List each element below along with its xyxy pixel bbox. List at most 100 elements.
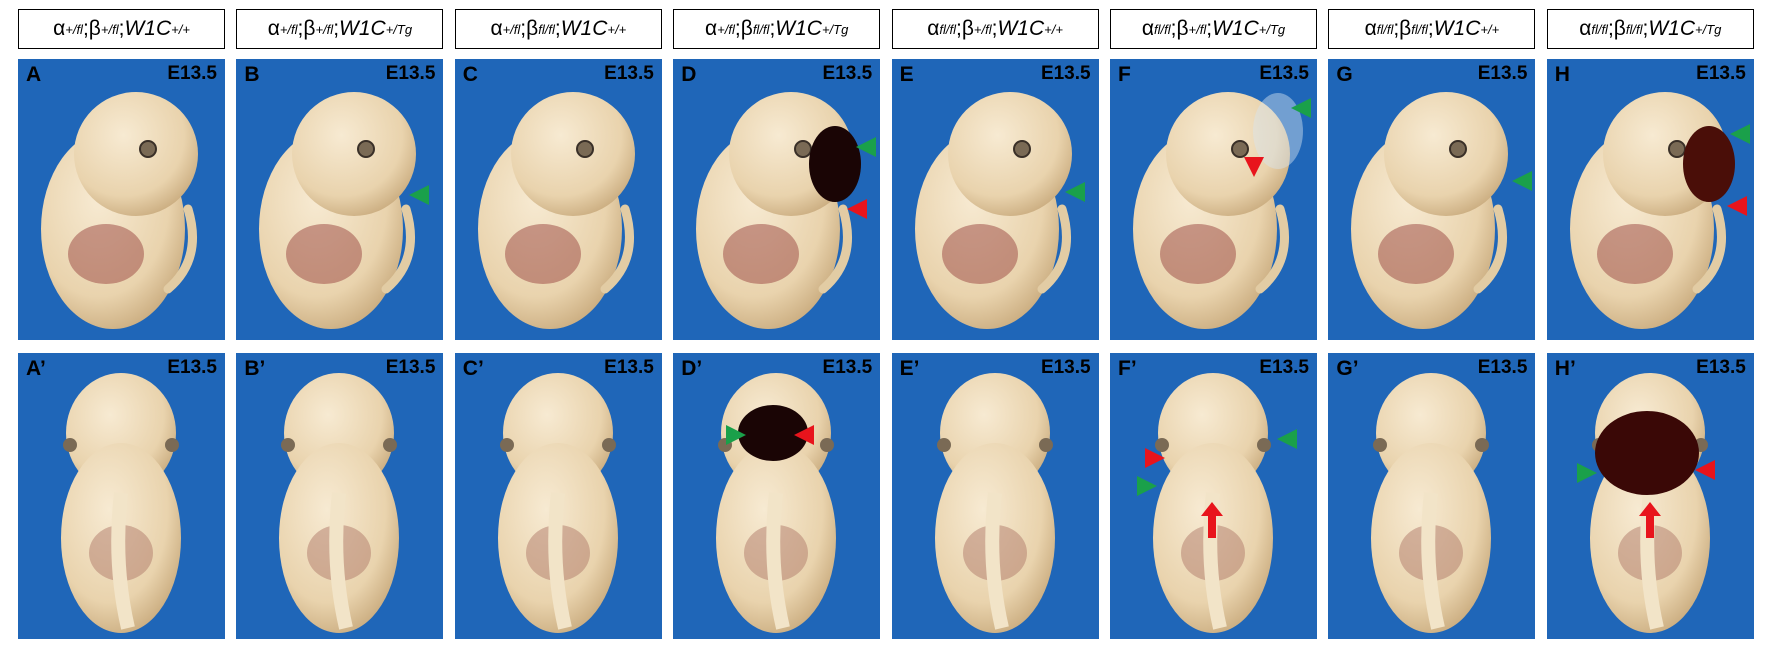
genotype-superscript: +/fl xyxy=(1188,21,1207,37)
genotype-text: ; xyxy=(333,17,340,40)
embryo-eye xyxy=(1373,438,1388,452)
stage-label: E13.5 xyxy=(604,357,654,378)
arrowhead xyxy=(1137,476,1157,496)
genotype-text: ; xyxy=(554,17,561,40)
lateral-panel: B E13.5 xyxy=(236,59,444,340)
genotype-superscript: fl/fl xyxy=(752,21,770,37)
embryo-eye xyxy=(1449,140,1468,158)
genotype-gene: W1C xyxy=(1433,17,1481,40)
genotype-superscript: fl/fl xyxy=(1376,21,1394,37)
genotype-gene: W1C xyxy=(1212,17,1259,40)
stage-label: E13.5 xyxy=(1696,63,1746,84)
embryo-image xyxy=(497,373,618,633)
embryo-eye xyxy=(601,438,616,452)
arrowhead xyxy=(726,425,747,445)
tumor xyxy=(1682,126,1735,202)
embryo-liver xyxy=(1160,224,1236,284)
genotype-text: α xyxy=(705,17,718,40)
embryo-eye xyxy=(165,438,179,452)
embryo-tail xyxy=(600,204,634,294)
genotype-header: α fl/fl ;β +/fl; W1C +/+ xyxy=(891,9,1099,49)
panel-label: G xyxy=(1336,63,1353,86)
embryo-image xyxy=(1371,373,1492,633)
embryo-liver xyxy=(941,224,1018,284)
genotype-text: ;β xyxy=(956,17,974,40)
embryo-image xyxy=(1133,92,1311,329)
embryo-head xyxy=(510,92,635,216)
genotype-header: α fl/fl ;β +/fl; W1C +/Tg xyxy=(1110,9,1317,49)
genotype-text: ;β xyxy=(82,17,101,40)
panel-label: C’ xyxy=(462,357,484,380)
embryo-eye xyxy=(1257,438,1271,452)
genotype-superscript: +/fl xyxy=(717,21,735,37)
embryo-eye xyxy=(1012,140,1031,158)
stage-label: E13.5 xyxy=(1040,357,1091,378)
embryo-liver xyxy=(504,224,581,284)
stage-label: E13.5 xyxy=(1040,63,1091,84)
embryo-eye xyxy=(1231,140,1249,158)
embryo-tail xyxy=(818,204,853,294)
lateral-panel: A E13.5 xyxy=(18,59,225,340)
embryo-tail xyxy=(548,492,572,630)
embryo-tail xyxy=(984,492,1009,630)
embryo-tail xyxy=(1473,204,1508,294)
lateral-panel: G E13.5 xyxy=(1328,59,1536,340)
genotype-superscript: +/Tg xyxy=(385,21,413,37)
genotype-header: α +/fl ;β +/fl; W1C +/Tg xyxy=(236,9,444,49)
genotype-text: ;β xyxy=(734,17,753,40)
lateral-panel: H E13.5 xyxy=(1546,59,1754,340)
genotype-gene: W1C xyxy=(124,17,172,40)
embryo-eye xyxy=(936,438,951,452)
stage-label: E13.5 xyxy=(167,357,217,378)
arrowhead xyxy=(794,425,815,445)
embryo-head xyxy=(947,92,1072,216)
embryo-eye xyxy=(383,438,398,452)
genotype-gene: W1C xyxy=(339,17,386,40)
embryo-tail xyxy=(111,492,135,630)
embryo-liver xyxy=(286,224,363,284)
genotype-text: α xyxy=(53,17,66,40)
frontal-panel: B’ E13.5 xyxy=(236,353,444,639)
genotype-header: α +/fl ;β fl/fl; W1C +/+ xyxy=(454,9,662,49)
genotype-text: ; xyxy=(118,17,125,40)
stage-label: E13.5 xyxy=(822,63,873,84)
panel-label: F xyxy=(1118,63,1131,86)
genotype-superscript: fl/fl xyxy=(939,21,956,37)
embryo-head xyxy=(74,92,198,216)
embryo-eye xyxy=(139,140,157,158)
embryo-image xyxy=(477,92,635,329)
arrowhead xyxy=(1277,429,1297,449)
panel-label: A’ xyxy=(26,357,46,380)
arrow xyxy=(1638,502,1661,538)
arrowhead xyxy=(1064,182,1085,202)
genotype-superscript: fl/fl xyxy=(1591,21,1608,37)
tumor xyxy=(1594,411,1699,495)
embryo-tail xyxy=(381,204,416,294)
genotype-gene: W1C xyxy=(1648,17,1696,40)
embryo-liver xyxy=(723,224,800,284)
genotype-superscript: +/fl xyxy=(65,21,83,37)
genotype-superscript: +/Tg xyxy=(1258,21,1286,37)
panel-label: D’ xyxy=(681,357,703,380)
embryo-liver xyxy=(68,224,144,284)
embryo-image xyxy=(716,373,837,633)
panel-label: E xyxy=(899,63,914,86)
panel-label: E’ xyxy=(899,357,920,380)
embryo-image xyxy=(1351,92,1533,329)
genotype-text: α xyxy=(1579,17,1592,40)
genotype-text: α xyxy=(490,17,503,40)
embryo-image xyxy=(279,373,400,633)
genotype-header: α +/fl ;β fl/fl; W1C +/Tg xyxy=(673,9,881,49)
embryo-image xyxy=(696,92,877,329)
embryo-eye xyxy=(794,140,813,158)
genotype-superscript: +/fl xyxy=(279,21,298,37)
frontal-panel: E’ E13.5 xyxy=(891,353,1099,639)
genotype-text: α xyxy=(1141,17,1154,40)
genotype-header: α +/fl ;β +/fl; W1C +/+ xyxy=(18,9,225,49)
panel-label: B’ xyxy=(244,357,266,380)
lateral-panel: D E13.5 xyxy=(673,59,881,340)
stage-label: E13.5 xyxy=(1477,63,1528,84)
panel-label: H’ xyxy=(1554,357,1576,380)
embryo-image xyxy=(1137,373,1297,633)
